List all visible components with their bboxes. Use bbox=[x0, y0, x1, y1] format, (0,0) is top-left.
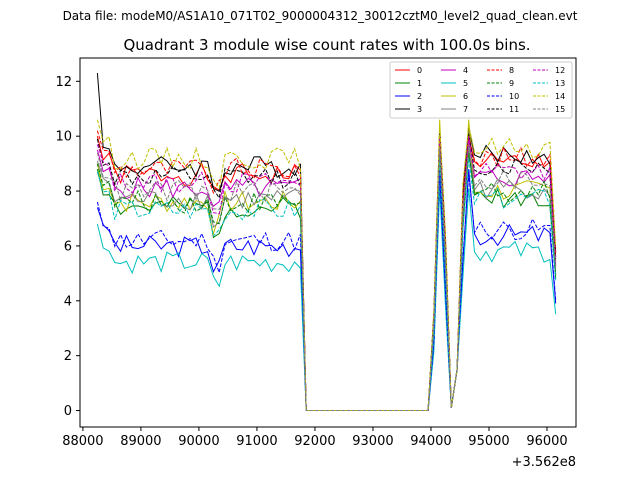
series-line-7 bbox=[96, 144, 557, 411]
x-offset-label: +3.562e8 bbox=[512, 455, 576, 470]
legend-label-1: 1 bbox=[417, 79, 422, 88]
legend-label-11: 11 bbox=[509, 105, 519, 114]
x-tick-label: 91000 bbox=[236, 434, 277, 449]
legend-box bbox=[389, 61, 573, 119]
plot-lines bbox=[96, 73, 557, 411]
legend-label-12: 12 bbox=[555, 66, 565, 75]
x-tick-label: 88000 bbox=[62, 434, 103, 449]
legend-label-3: 3 bbox=[417, 105, 422, 114]
series-line-5 bbox=[96, 188, 557, 411]
legend-label-7: 7 bbox=[463, 105, 468, 114]
y-tick-label: 6 bbox=[64, 239, 72, 254]
legend-label-9: 9 bbox=[509, 79, 514, 88]
series-line-6 bbox=[96, 119, 557, 411]
series-line-3 bbox=[96, 73, 557, 411]
x-tick-label: 92000 bbox=[294, 434, 335, 449]
plot-frame bbox=[79, 57, 577, 428]
chart-title: Quadrant 3 module wise count rates with … bbox=[123, 36, 530, 54]
legend-label-13: 13 bbox=[555, 79, 565, 88]
legend-label-0: 0 bbox=[417, 66, 422, 75]
series-line-11 bbox=[96, 133, 557, 411]
legend-label-10: 10 bbox=[509, 92, 519, 101]
series-line-15 bbox=[96, 147, 557, 411]
y-tick-label: 0 bbox=[64, 404, 72, 419]
y-tick-label: 8 bbox=[64, 185, 72, 200]
x-tick-label: 93000 bbox=[352, 434, 393, 449]
x-axis: 88000 89000 90000 91000 92000 93000 94000 95000… bbox=[62, 427, 568, 449]
legend-label-6: 6 bbox=[463, 92, 468, 101]
x-tick-label: 94000 bbox=[410, 434, 451, 449]
legend-label-15: 15 bbox=[555, 105, 565, 114]
legend-label-5: 5 bbox=[463, 79, 468, 88]
y-tick-label: 2 bbox=[64, 349, 72, 364]
series-line-8 bbox=[96, 130, 557, 411]
y-axis: 0 2 4 6 8 10 12 bbox=[55, 75, 80, 419]
y-tick-label: 12 bbox=[55, 75, 72, 90]
x-tick-label: 96000 bbox=[526, 434, 567, 449]
x-tick-label: 89000 bbox=[120, 434, 161, 449]
series-line-12 bbox=[96, 136, 557, 411]
series-line-14 bbox=[96, 119, 557, 411]
y-tick-label: 10 bbox=[55, 130, 72, 145]
series-line-9 bbox=[96, 152, 557, 411]
legend-label-4: 4 bbox=[463, 66, 468, 75]
series-line-2 bbox=[96, 169, 557, 411]
y-tick-label: 4 bbox=[64, 294, 72, 309]
legend-label-8: 8 bbox=[509, 66, 514, 75]
legend-label-14: 14 bbox=[555, 92, 565, 101]
series-line-0 bbox=[96, 136, 557, 411]
data-file-header: Data file: modeM0/AS1A10_071T02_90000043… bbox=[63, 9, 578, 23]
x-tick-label: 90000 bbox=[178, 434, 219, 449]
x-tick-label: 95000 bbox=[468, 434, 509, 449]
legend-label-2: 2 bbox=[417, 92, 422, 101]
